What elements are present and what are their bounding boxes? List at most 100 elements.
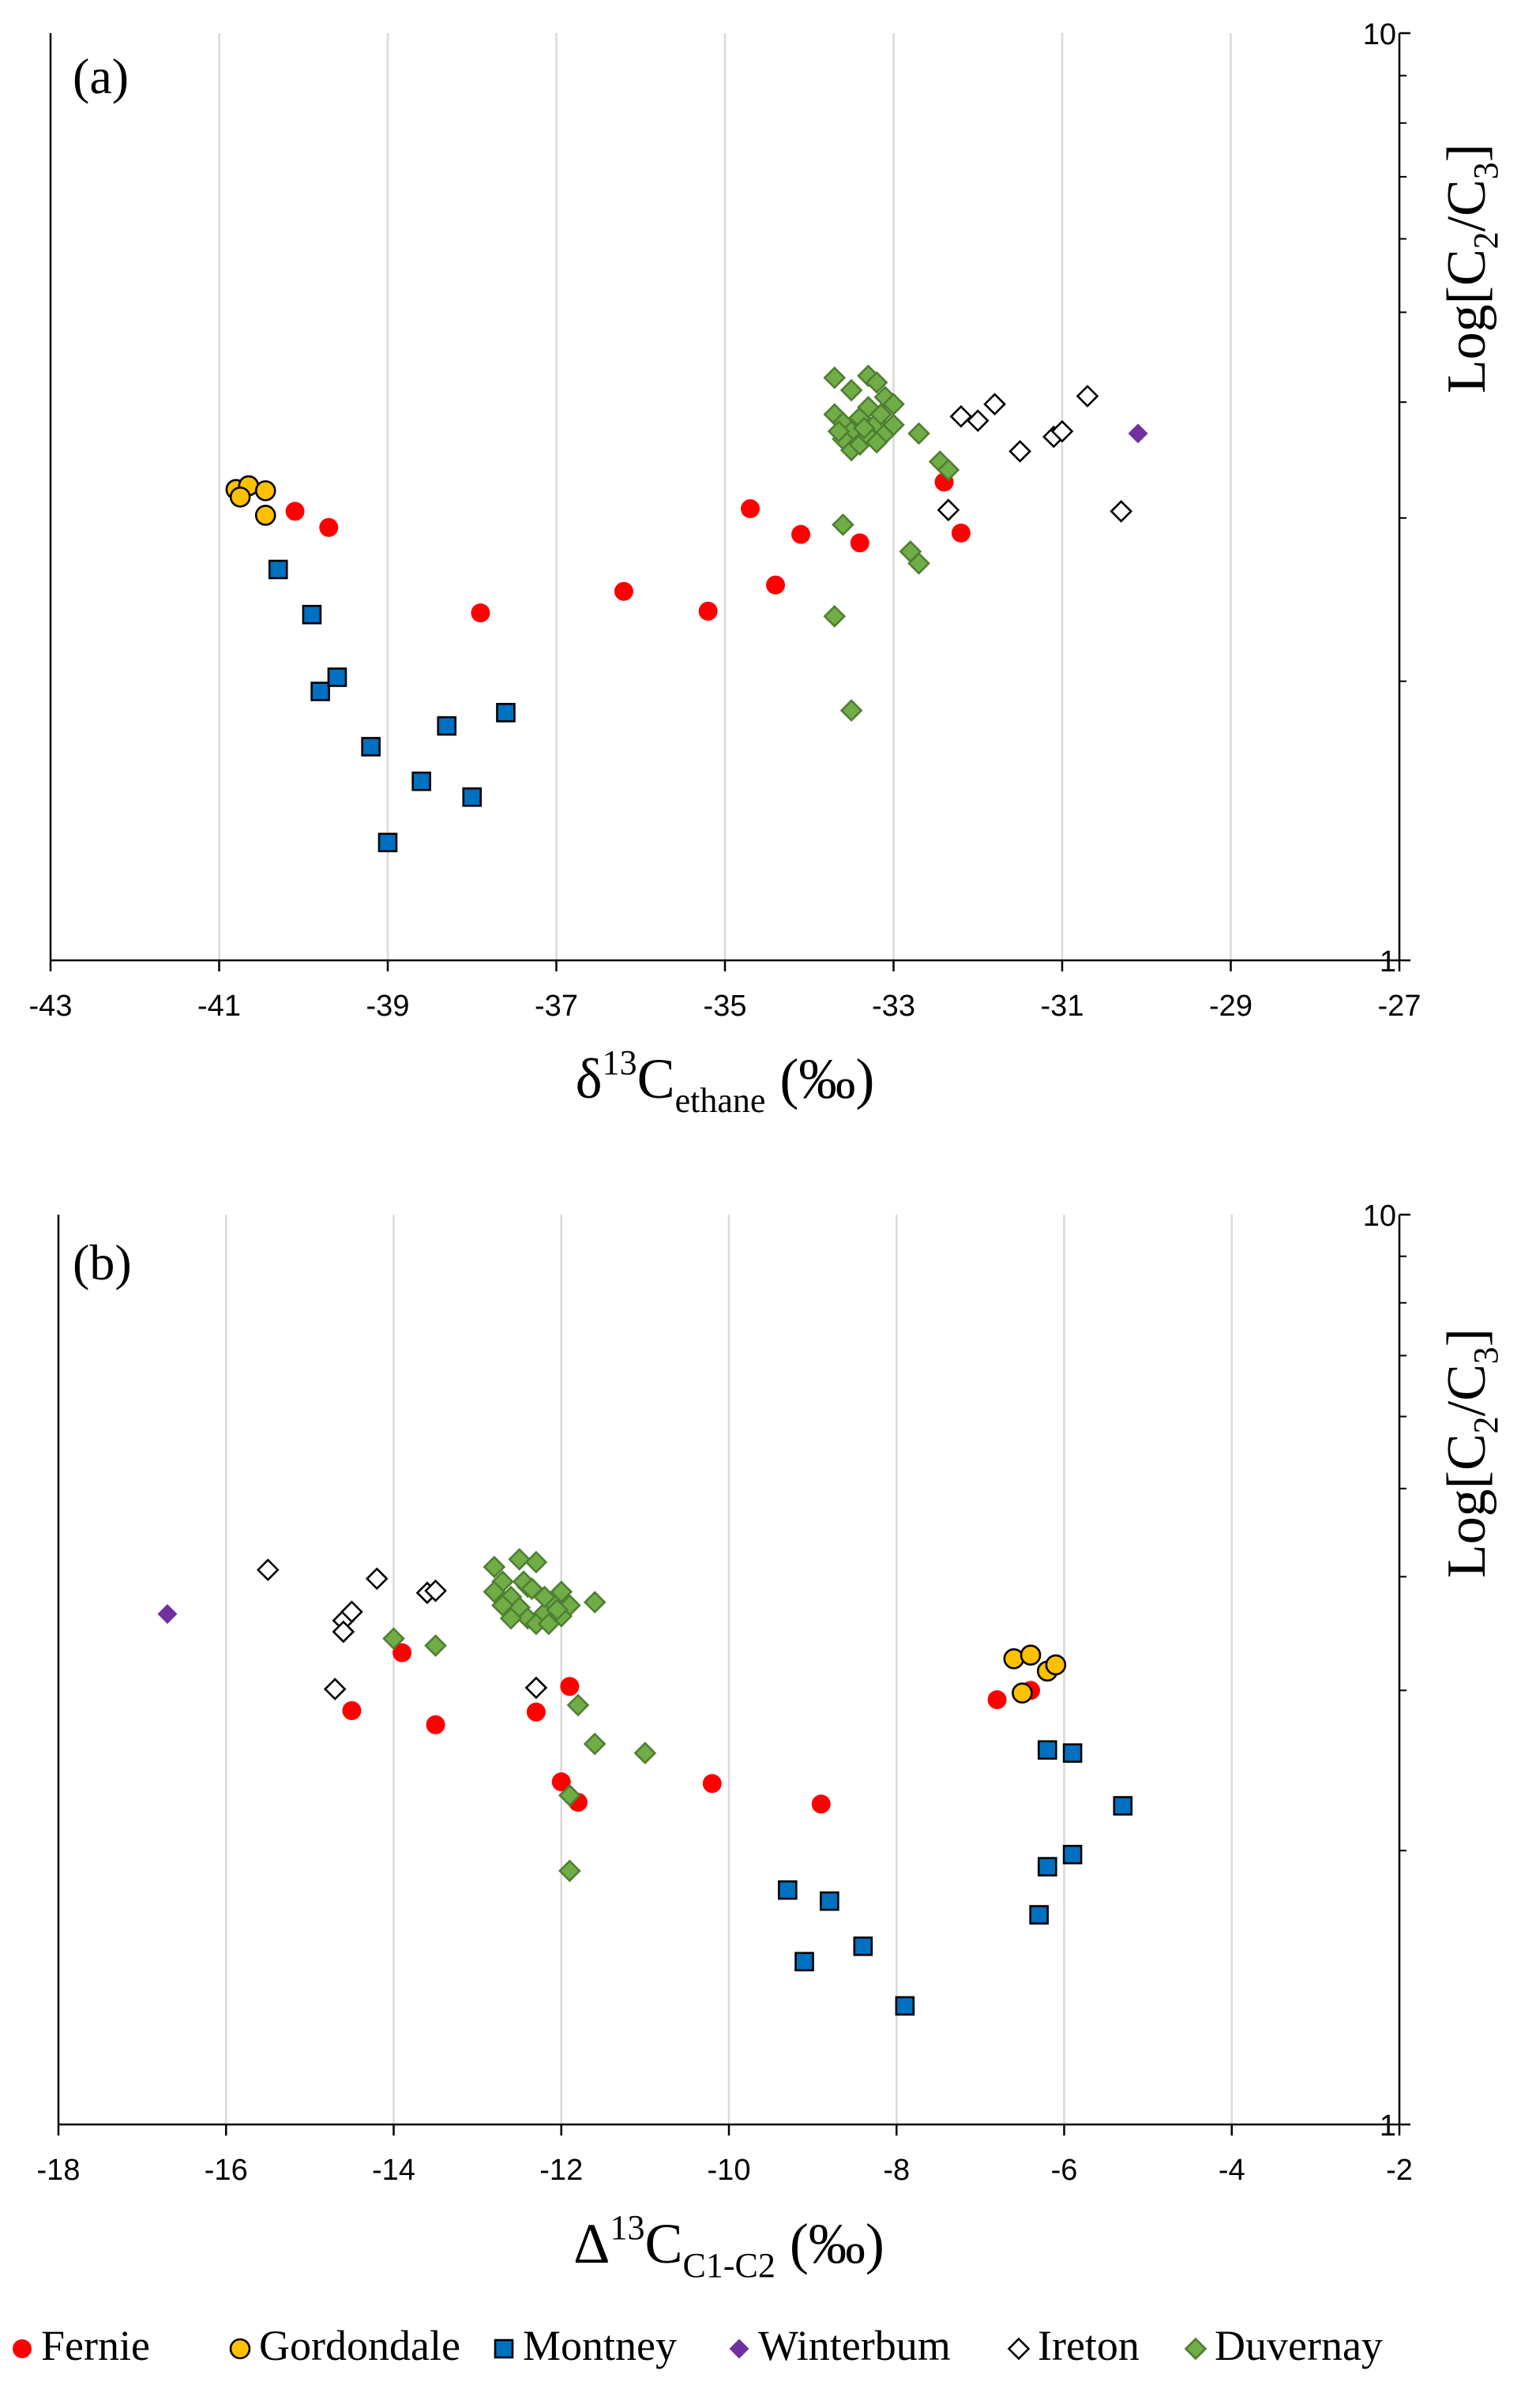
- data-point-fernie: [426, 1715, 445, 1734]
- data-point-duvernay: [865, 430, 888, 454]
- gridlines: [218, 33, 1401, 960]
- data-point-montney: [820, 1891, 839, 1911]
- data-point-duvernay: [424, 1634, 447, 1657]
- data-point-gordondale: [1020, 1644, 1042, 1666]
- data-point-montney: [437, 716, 457, 736]
- data-point-fernie: [560, 1677, 580, 1696]
- data-point-duvernay: [865, 370, 888, 394]
- data-point-fernie: [342, 1701, 362, 1721]
- series-duvernay: [823, 364, 960, 722]
- data-point-ireton: [966, 409, 990, 432]
- legend-item-winterbum: Winterbum: [729, 2322, 951, 2369]
- data-point-gordondale: [1003, 1648, 1025, 1670]
- legend-item-gordondale: Gordondale: [229, 2322, 460, 2369]
- legend-marker-montney: [494, 2339, 514, 2359]
- data-point-fernie: [319, 517, 339, 537]
- x-tick-labels: -18 -16 -14 -12 -10 -8 -6 -4 -2: [37, 2124, 1413, 2187]
- series-duvernay: [382, 1548, 657, 1883]
- x-tick-label: -12: [539, 2154, 583, 2187]
- data-point-duvernay: [827, 419, 851, 443]
- data-point-duvernay: [537, 1612, 561, 1636]
- data-point-fernie: [285, 502, 305, 521]
- data-point-fernie: [850, 533, 869, 553]
- data-point-duvernay: [483, 1580, 506, 1603]
- legend-label-winterbum: Winterbum: [758, 2322, 951, 2369]
- data-point-ireton: [332, 1620, 355, 1644]
- data-point-duvernay: [583, 1732, 607, 1756]
- data-point-ireton: [983, 393, 1006, 416]
- data-point-duvernay: [558, 1783, 581, 1807]
- data-point-duvernay: [520, 1577, 543, 1601]
- data-point-fernie: [811, 1794, 831, 1814]
- data-point-duvernay: [483, 1555, 506, 1579]
- data-point-fernie: [392, 1643, 412, 1662]
- x-tick-label: -41: [197, 990, 241, 1023]
- data-point-duvernay: [852, 416, 876, 440]
- data-point-duvernay: [823, 366, 847, 389]
- data-point-duvernay: [839, 699, 863, 722]
- data-point-duvernay: [633, 1741, 657, 1765]
- data-point-montney: [302, 604, 322, 625]
- x-tick-label: -4: [1219, 2154, 1245, 2187]
- data-point-gordondale: [1012, 1682, 1033, 1704]
- legend-marker-gordondale: [229, 2338, 251, 2360]
- data-point-duvernay: [907, 422, 930, 445]
- x-tick-label: -43: [29, 990, 73, 1023]
- data-point-ireton: [365, 1567, 389, 1591]
- x-axis-title: Δ13CC1-C2 (‰): [573, 2208, 884, 2285]
- data-point-fernie: [702, 1774, 722, 1794]
- data-point-duvernay: [524, 1550, 548, 1574]
- data-point-montney: [1029, 1905, 1049, 1925]
- x-tick-label: -2: [1386, 2154, 1413, 2187]
- x-tick-label: -14: [372, 2154, 415, 2187]
- data-point-montney: [1037, 1740, 1057, 1760]
- y-tick-label: 10: [1363, 1200, 1396, 1233]
- series-fernie: [342, 1643, 1041, 1814]
- data-point-ireton: [937, 498, 960, 522]
- data-point-duvernay: [907, 552, 930, 575]
- legend-marker-fernie: [13, 2339, 32, 2358]
- data-point-ireton: [1076, 385, 1099, 408]
- data-point-fernie: [951, 523, 971, 543]
- data-point-gordondale: [254, 505, 276, 526]
- x-tick-labels: -43 -41 -39 -37 -35 -33 -31 -29 -27: [29, 960, 1421, 1023]
- y-tick-labels: 1 10: [1363, 18, 1410, 979]
- panel-b: -18 -16 -14 -12 -10 -8 -6 -4 -2 1 10 (b) Δ13CC1-C2 (…: [37, 1200, 1505, 2285]
- data-point-duvernay: [583, 1591, 607, 1614]
- legend-label-duvernay: Duvernay: [1215, 2322, 1383, 2369]
- data-point-fernie: [614, 581, 633, 601]
- data-point-fernie: [551, 1772, 571, 1792]
- y-axis-title: Log[C2/C3]: [1436, 144, 1505, 393]
- gridlines: [225, 1215, 1401, 2124]
- data-point-ireton: [1008, 440, 1031, 463]
- data-point-duvernay: [869, 403, 892, 426]
- y-tick-label: 1: [1380, 945, 1396, 979]
- data-point-fernie: [766, 575, 786, 595]
- data-point-fernie: [471, 603, 490, 623]
- data-point-duvernay: [839, 378, 863, 402]
- series-ireton: [256, 1558, 548, 1701]
- data-point-duvernay: [491, 1594, 514, 1617]
- data-point-fernie: [698, 601, 718, 621]
- x-tick-label: -35: [704, 990, 747, 1023]
- legend-marker-duvernay: [1184, 2337, 1207, 2361]
- data-point-ireton: [424, 1579, 447, 1602]
- data-point-montney: [377, 832, 398, 853]
- x-tick-label: -31: [1041, 990, 1084, 1023]
- x-tick-label: -10: [708, 2154, 751, 2187]
- legend-item-ireton: Ireton: [1007, 2322, 1140, 2369]
- data-point-duvernay: [832, 513, 854, 536]
- data-point-ireton: [1110, 500, 1133, 523]
- y-tick-label: 10: [1363, 18, 1396, 51]
- data-point-gordondale: [229, 486, 251, 508]
- data-point-fernie: [741, 499, 760, 519]
- data-point-montney: [268, 559, 288, 580]
- data-point-duvernay: [566, 1693, 590, 1717]
- data-point-ireton: [1050, 419, 1074, 443]
- legend-label-gordondale: Gordondale: [259, 2322, 460, 2369]
- series-gordondale: [225, 475, 276, 526]
- panel-a: -43 -41 -39 -37 -35 -33 -31 -29 -27 1 10 (a) δ13Ceth…: [29, 18, 1505, 1120]
- x-tick-label: -18: [37, 2154, 81, 2187]
- data-point-duvernay: [546, 1598, 569, 1621]
- series-fernie: [285, 472, 971, 623]
